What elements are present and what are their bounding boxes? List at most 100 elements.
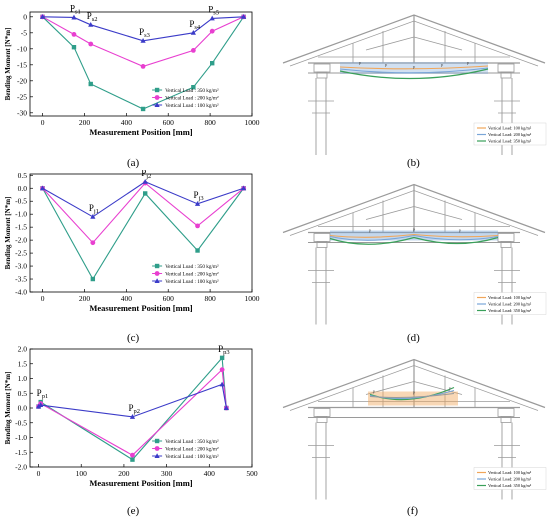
measurement-point-label: P <box>413 65 416 70</box>
measurement-point-label: P <box>413 391 416 396</box>
panel-label-f: (f) <box>407 505 418 517</box>
x-tick-label: 200 <box>79 118 91 127</box>
bracket <box>497 408 515 417</box>
measurement-point-label: P <box>385 63 388 68</box>
data-point <box>219 381 225 387</box>
data-point <box>90 276 96 282</box>
structure-line <box>365 381 415 395</box>
x-tick-label: 200 <box>79 294 91 303</box>
y-tick-label: -3.0 <box>15 262 27 271</box>
y-tick-label: -30 <box>17 108 27 117</box>
data-point <box>90 240 96 246</box>
data-point <box>71 14 77 20</box>
legend-marker <box>154 95 160 100</box>
legend-entry: Vertical Load : 350 kg/m² <box>165 88 219 94</box>
data-point <box>38 402 44 408</box>
x-tick-label: 100 <box>76 469 88 478</box>
bracket-block <box>500 71 512 79</box>
data-point <box>130 452 135 458</box>
point-annotation: Ps5 <box>208 4 219 16</box>
y-axis-label: Bending Moment [N*m] <box>4 28 12 101</box>
bracket-block <box>500 241 512 248</box>
point-annotation: Ps2 <box>87 11 98 23</box>
x-tick-label: 0 <box>41 118 45 127</box>
data-point <box>90 213 96 219</box>
legend-entry: Vertical Load: 350 kg/m² <box>488 483 532 488</box>
legend-entry: Vertical Load : 200 kg/m² <box>165 447 219 453</box>
panel-label-a: (a) <box>127 157 140 169</box>
legend-entry: Vertical Load: 200 kg/m² <box>488 477 532 482</box>
plot-frame <box>29 173 253 293</box>
y-axis-label: Bending Moment [N*m] <box>4 372 12 445</box>
data-point <box>210 61 215 66</box>
data-point <box>39 185 46 191</box>
legend-marker <box>154 438 160 444</box>
data-point <box>241 185 247 191</box>
chart-a: 0 200 400 600 800 1000 0 -5 -10 -15 -20 -25 -30 Measu… <box>4 3 260 137</box>
y-tick-label: -1.5 <box>15 223 27 232</box>
data-point <box>39 14 46 19</box>
data-point <box>88 22 94 27</box>
y-tick-label: -2.0 <box>15 236 27 245</box>
y-tick-label: -20 <box>17 76 27 85</box>
chart-c: 0 200 400 600 800 1000 0.5 0.0 -0.5 -1.0 -1.5 -2.0 -… <box>4 170 260 313</box>
x-tick-label: 800 <box>204 294 216 303</box>
structure-line <box>413 36 463 51</box>
x-axis-label: Measurement Position [mm] <box>89 127 192 137</box>
x-tick-label: 500 <box>246 469 258 478</box>
structure-figure-f: P P P Vertical Load: 100 kg/m² Vertical Load… <box>282 358 547 500</box>
legend-entry: Vertical Load: 350 kg/m² <box>488 308 532 313</box>
point-annotation: Pj1 <box>89 203 99 215</box>
measurement-point-label: P <box>373 390 376 395</box>
structure-figure-d: P P P Vertical Load: 100 kg/m² Vertical Load… <box>282 183 547 325</box>
deflection-100 <box>329 233 499 238</box>
legend-marker <box>154 278 160 283</box>
point-annotation: Pj3 <box>194 190 204 202</box>
x-tick-label: 400 <box>121 294 133 303</box>
data-point <box>140 38 146 43</box>
y-tick-label: -4.0 <box>15 288 27 297</box>
y-tick-label: 1.5 <box>18 359 28 368</box>
data-point <box>194 201 201 206</box>
y-tick-label: -0.5 <box>15 197 27 206</box>
data-point <box>241 14 247 19</box>
data-point <box>142 178 148 184</box>
x-tick-label: 1000 <box>245 294 260 303</box>
legend-marker <box>154 102 160 107</box>
panel-label-c: (c) <box>127 332 140 344</box>
x-tick-label: 600 <box>163 294 175 303</box>
data-point <box>219 355 225 361</box>
point-annotation: Ps1 <box>70 3 81 15</box>
data-point <box>88 41 94 47</box>
legend-marker <box>154 453 160 458</box>
data-point <box>130 457 135 462</box>
legend-entry: Vertical Load : 350 kg/m² <box>165 264 219 270</box>
deflection-200 <box>339 67 489 74</box>
y-tick-label: -0.5 <box>15 418 27 427</box>
y-tick-label: -1.0 <box>15 433 27 442</box>
measurement-point-label: P <box>369 229 372 234</box>
legend-entry: Vertical Load : 100 kg/m² <box>165 103 219 109</box>
data-point <box>190 30 196 35</box>
legend-entry: Vertical Load: 100 kg/m² <box>488 126 532 131</box>
legend-entry: Vertical Load : 200 kg/m² <box>165 96 219 102</box>
data-point <box>88 81 93 87</box>
x-axis-label: Measurement Position [mm] <box>89 478 192 488</box>
point-annotation: Pp1 <box>37 388 49 400</box>
bracket <box>313 63 331 73</box>
panel-label-e: (e) <box>127 505 140 517</box>
plot-frame <box>29 11 253 117</box>
x-tick-label: 400 <box>204 469 216 478</box>
legend-entry: Vertical Load : 350 kg/m² <box>165 439 219 445</box>
y-tick-label: 0.0 <box>18 404 28 413</box>
structure-line <box>365 206 415 220</box>
y-tick-label: -25 <box>17 92 27 101</box>
measurement-point-label: P <box>413 228 416 233</box>
x-tick-label: 0 <box>37 469 41 478</box>
legend-entry: Vertical Load: 350 kg/m² <box>488 139 532 144</box>
x-tick-label: 0 <box>41 294 45 303</box>
y-tick-label: 0.0 <box>18 184 28 193</box>
y-tick-label: -15 <box>17 60 27 69</box>
data-point <box>191 85 196 90</box>
